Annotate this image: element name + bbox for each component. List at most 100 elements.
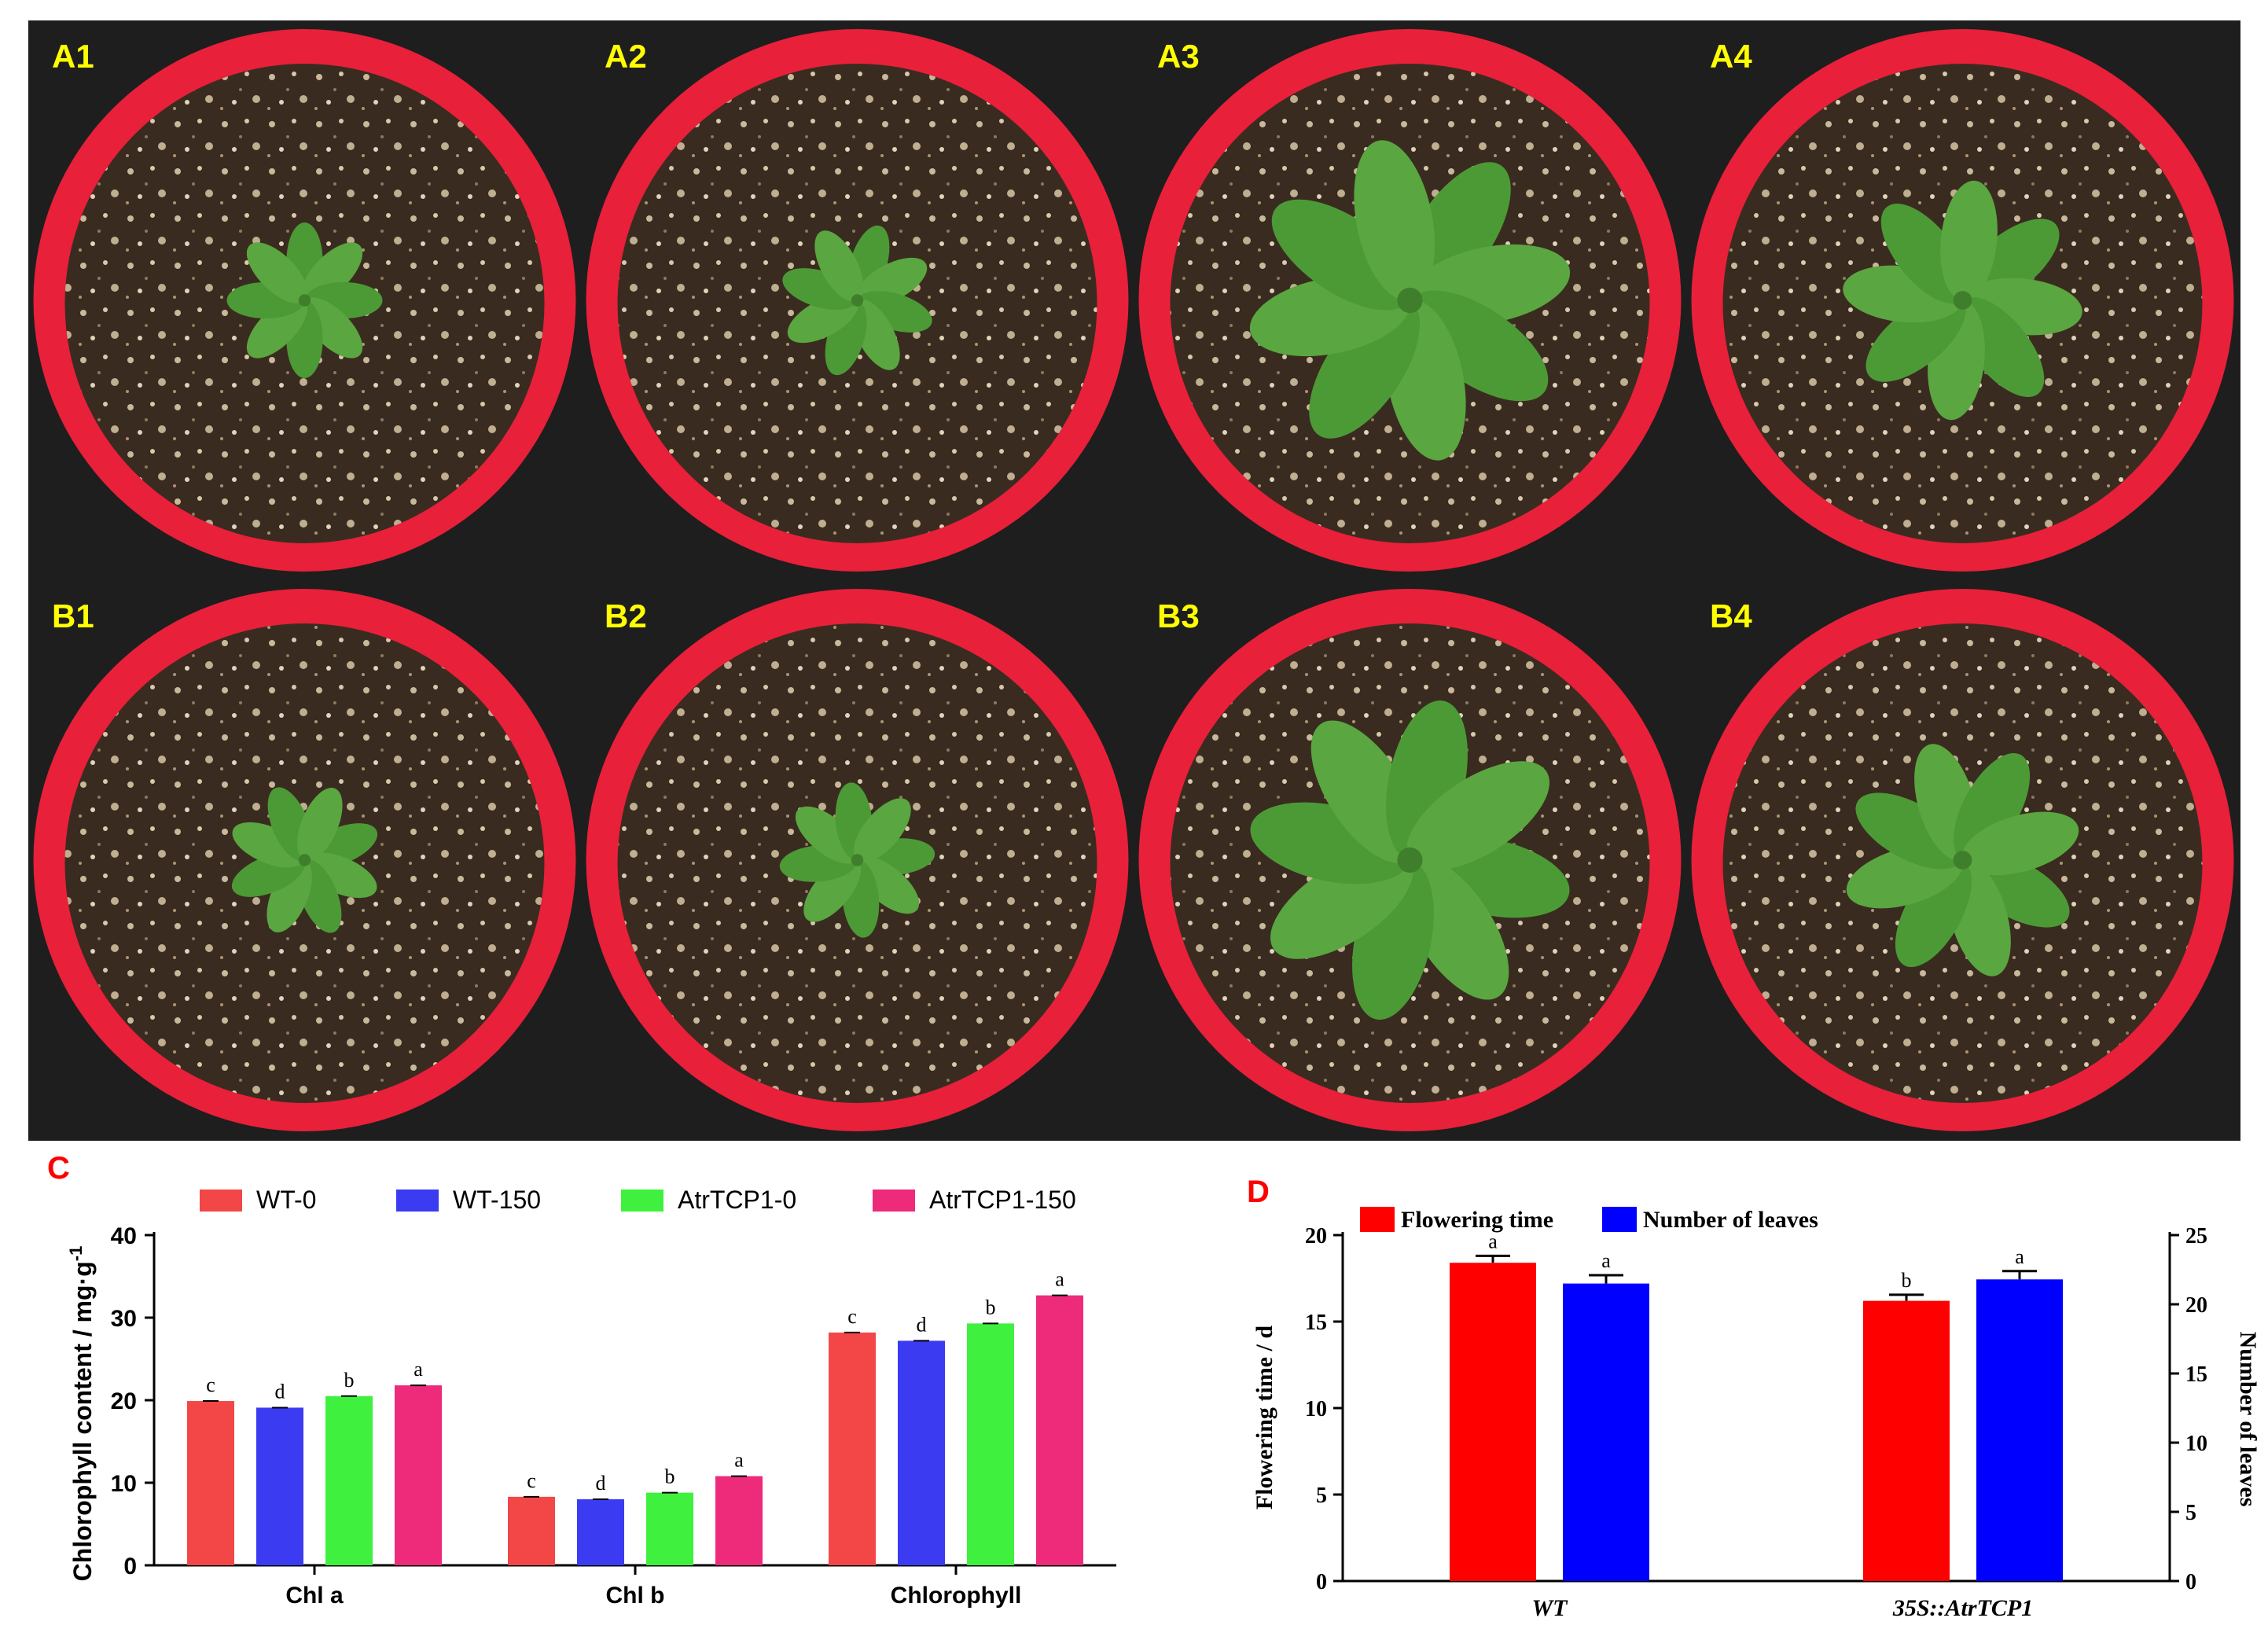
significance-letter: c: [847, 1305, 857, 1328]
plant-center: [1397, 847, 1423, 873]
legend-swatch: [1360, 1207, 1395, 1232]
photo-label-b3: B3: [1157, 598, 1200, 634]
x-tick-label: Chlorophyll: [891, 1583, 1022, 1609]
bar: [325, 1395, 373, 1565]
bar: [1976, 1279, 2063, 1581]
x-tick-label: Chl a: [285, 1583, 344, 1609]
plant-leaf: [1895, 858, 1972, 968]
y-tick-label: 40: [111, 1223, 137, 1249]
photo-label-a3: A3: [1157, 38, 1200, 75]
plant-leaf: [1855, 792, 1965, 870]
y-tick-label-right: 0: [2185, 1570, 2196, 1594]
plant-center: [851, 294, 864, 307]
legend-swatch: [200, 1190, 242, 1212]
photo-panel-a4: A4: [1691, 29, 2234, 572]
legend-swatch: [1602, 1207, 1637, 1232]
flowering-chart: D Flowering time / d Number of leaves 0 5…: [1247, 1175, 2261, 1621]
x-tick-label: 35S::AtrTCP1: [1892, 1595, 2033, 1621]
bar: [898, 1340, 945, 1565]
plant-leaf: [1961, 811, 2079, 876]
chlorophyll-chart: C Chlorophyll content / mg·g-1 0 10 20 30 40…: [47, 1151, 1116, 1609]
x-tick-label: Chl b: [606, 1583, 665, 1609]
bar: [187, 1401, 234, 1565]
photo-label-b2: B2: [605, 598, 647, 634]
plant-leaf: [1309, 296, 1421, 439]
y-tick-label: 30: [111, 1306, 137, 1332]
photo-panel-b3: B3: [1138, 589, 1682, 1131]
bar: [1563, 1283, 1649, 1581]
photo-panel-a3: A3: [1138, 29, 1682, 572]
bar: [715, 1476, 763, 1565]
photo-label-b1: B1: [52, 598, 94, 634]
significance-letter: d: [275, 1380, 285, 1403]
legend-label: WT-0: [256, 1186, 316, 1214]
plant-center: [1953, 291, 1972, 310]
plant-center: [298, 294, 311, 307]
bar: [1036, 1295, 1083, 1565]
plant-leaf: [246, 242, 308, 303]
bar: [256, 1407, 303, 1565]
legend-swatch: [873, 1190, 915, 1212]
bar: [395, 1385, 442, 1565]
plant-leaf: [1354, 140, 1435, 301]
y-axis-title-d-left: Flowering time / d: [1252, 1326, 1277, 1509]
y-tick-label-right: 5: [2185, 1501, 2196, 1525]
bar: [1450, 1263, 1536, 1581]
bar: [967, 1323, 1014, 1565]
photo-panel-b1: B1: [33, 589, 576, 1131]
legend-label: AtrTCP1-150: [929, 1186, 1076, 1214]
plant-leaf: [232, 822, 306, 868]
photo-panel-b4: B4: [1691, 589, 2234, 1131]
y-tick-label: 20: [111, 1388, 137, 1414]
y-tick-label-left: 0: [1316, 1570, 1327, 1594]
y-tick-label-right: 15: [2185, 1362, 2207, 1387]
legend-label: WT-150: [453, 1186, 541, 1214]
legend-label: Number of leaves: [1643, 1207, 1818, 1233]
significance-letter: c: [527, 1469, 536, 1492]
bar: [508, 1496, 555, 1565]
plant-photo-grid: A1 A2 A3 A4 B1 B2 B3 B4: [28, 20, 2240, 1141]
significance-letter: a: [734, 1449, 744, 1472]
photo-label-a1: A1: [52, 38, 94, 75]
plant-leaf: [1954, 752, 2031, 862]
plant-leaf: [1406, 290, 1549, 402]
plant-leaf: [297, 787, 343, 861]
legend-label: AtrTCP1-0: [678, 1186, 796, 1214]
legend-swatch: [621, 1190, 663, 1212]
significance-letter: b: [986, 1296, 996, 1318]
photo-label-a4: A4: [1710, 38, 1752, 75]
x-tick-label: WT: [1532, 1595, 1569, 1621]
legend-label: Flowering time: [1401, 1207, 1553, 1233]
y-tick-label-right: 25: [2185, 1224, 2207, 1248]
legend-swatch: [396, 1190, 439, 1212]
y-tick-label-left: 10: [1305, 1397, 1327, 1421]
significance-letter: d: [596, 1472, 606, 1495]
y-tick-label: 10: [111, 1471, 137, 1497]
y-axis-title-c: Chlorophyll content / mg·g-1: [66, 1246, 97, 1582]
significance-letter: d: [917, 1313, 927, 1336]
bar: [1863, 1300, 1950, 1581]
panel-label-d: D: [1247, 1175, 1270, 1209]
significance-letter: a: [414, 1358, 423, 1381]
plant-leaf: [266, 859, 312, 933]
plant-center: [851, 854, 864, 866]
y-axis-title-d-right: Number of leaves: [2235, 1332, 2261, 1507]
photo-panel-a2: A2: [586, 29, 1129, 572]
significance-letter: a: [2015, 1245, 2024, 1268]
y-tick-label-left: 5: [1316, 1484, 1327, 1508]
significance-letter: b: [665, 1465, 675, 1488]
significance-letter: a: [1488, 1230, 1498, 1252]
plant-leaf: [1271, 199, 1413, 311]
bar: [577, 1499, 624, 1565]
photo-label-b4: B4: [1710, 598, 1752, 634]
plant-leaf: [303, 852, 377, 899]
significance-letter: b: [1902, 1269, 1912, 1292]
plant-leaf: [853, 798, 911, 862]
plant-center: [298, 854, 311, 866]
significance-letter: a: [1055, 1268, 1064, 1291]
panel-label-c: C: [47, 1151, 70, 1186]
y-tick-label-left: 15: [1305, 1311, 1327, 1335]
bar: [646, 1492, 693, 1565]
photo-panel-a1: A1: [33, 29, 576, 572]
y-tick-label-right: 20: [2185, 1293, 2207, 1318]
